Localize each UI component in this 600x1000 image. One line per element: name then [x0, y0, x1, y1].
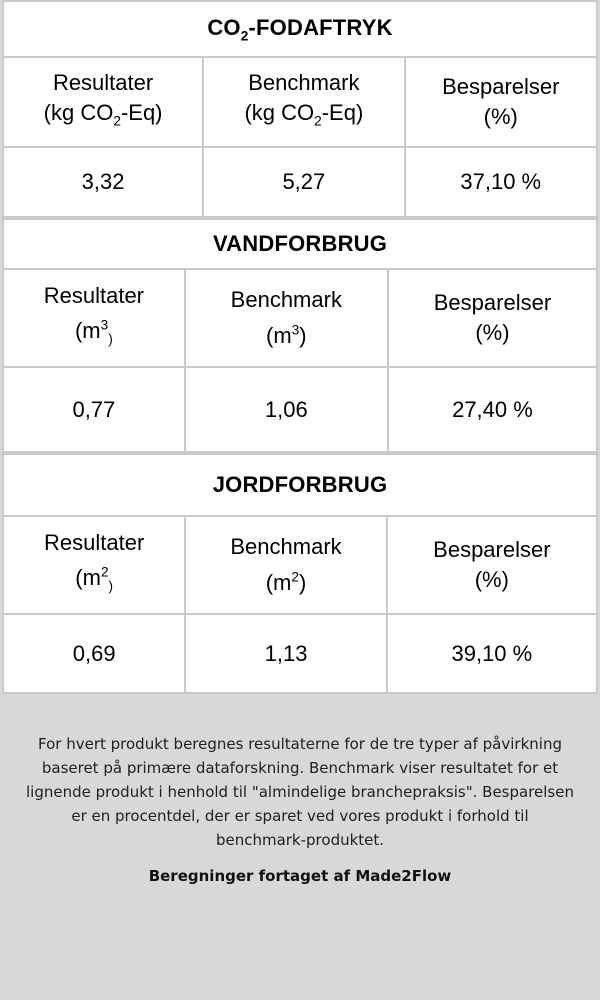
footer-description: For hvert produkt beregnes resultaterne …: [26, 735, 574, 849]
col-header-unit: (m3): [74, 318, 113, 347]
table-land-use: JORDFORBRUG Resultater (m2) Benchmark (m…: [1, 453, 599, 694]
col-header-savings: Besparelser (%): [385, 515, 599, 615]
table-header-row: Resultater (m3) Benchmark (m3) Besparels…: [2, 268, 599, 368]
value-savings: 37,10 %: [403, 146, 599, 218]
col-header-unit: (%): [474, 567, 509, 592]
col-header-label: Benchmark: [248, 69, 360, 95]
col-header-label: Resultater: [43, 283, 145, 309]
col-header-label: Benchmark: [230, 534, 342, 560]
table-title: CO2-FODAFTRYK: [2, 0, 598, 58]
col-header-results: Resultater (m2): [1, 515, 187, 615]
col-header-savings: Besparelser (%): [403, 56, 599, 148]
table-header-row: Resultater (m2) Benchmark (m2) Besparels…: [1, 515, 599, 615]
value-results: 0,77: [2, 366, 186, 453]
table-title-row: JORDFORBRUG: [2, 453, 598, 517]
col-header-label: Benchmark: [230, 287, 342, 313]
table-title-row: VANDFORBRUG: [2, 218, 598, 270]
table-title: JORDFORBRUG: [2, 453, 598, 517]
col-header-label: Resultater: [44, 530, 145, 556]
table-value-row: 3,32 5,27 37,10 %: [1, 146, 599, 218]
col-header-label: Besparelser: [442, 74, 560, 99]
col-header-benchmark: Benchmark (m3): [183, 268, 389, 368]
col-header-benchmark: Benchmark (m2): [184, 515, 388, 615]
col-header-unit: (m2): [265, 569, 307, 595]
table-water-use: VANDFORBRUG Resultater (m3) Benchmark (m…: [2, 218, 599, 453]
col-header-unit: (m3): [266, 322, 307, 348]
table-co2-footprint: CO2-FODAFTRYK Resultater (kg CO2-Eq) Ben…: [1, 0, 599, 218]
col-header-label: Besparelser: [433, 290, 552, 315]
value-results: 3,32: [1, 146, 205, 218]
col-header-label: Besparelser: [433, 537, 551, 562]
value-benchmark: 5,27: [202, 146, 406, 218]
value-results: 0,69: [1, 613, 187, 694]
table-header-row: Resultater (kg CO2-Eq) Benchmark (kg CO2…: [1, 56, 599, 148]
col-header-unit: (kg CO2-Eq): [244, 99, 364, 129]
footer-credit: Beregninger fortaget af Made2Flow: [148, 867, 452, 885]
col-header-savings: Besparelser (%): [386, 268, 599, 368]
col-header-label: Resultater: [52, 69, 154, 95]
value-savings: 27,40 %: [386, 366, 599, 453]
value-benchmark: 1,13: [184, 613, 388, 694]
col-header-unit: (%): [475, 320, 510, 345]
col-header-unit: (kg CO2-Eq): [43, 99, 163, 129]
table-value-row: 0,69 1,13 39,10 %: [1, 613, 599, 694]
col-header-unit: (%): [483, 104, 518, 129]
value-benchmark: 1,06: [183, 366, 389, 453]
table-title: VANDFORBRUG: [2, 218, 598, 270]
table-value-row: 0,77 1,06 27,40 %: [2, 366, 599, 453]
col-header-results: Resultater (m3): [2, 268, 186, 368]
col-header-benchmark: Benchmark (kg CO2-Eq): [202, 56, 406, 148]
col-header-results: Resultater (kg CO2-Eq): [1, 56, 205, 148]
value-savings: 39,10 %: [385, 613, 599, 694]
footer: For hvert produkt beregnes resultaterne …: [0, 694, 600, 885]
col-header-unit: (m2): [75, 565, 114, 594]
table-title-row: CO2-FODAFTRYK: [2, 0, 598, 58]
